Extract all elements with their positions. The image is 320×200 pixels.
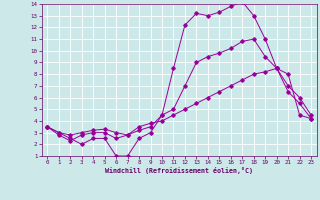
X-axis label: Windchill (Refroidissement éolien,°C): Windchill (Refroidissement éolien,°C) <box>105 167 253 174</box>
